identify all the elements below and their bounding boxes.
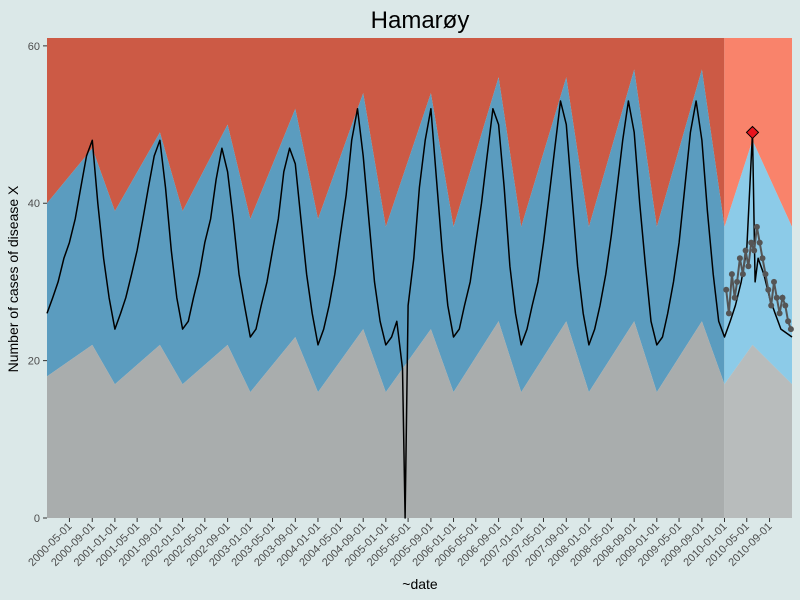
data-point-1-16 <box>768 302 775 309</box>
baseline-high-zone <box>47 38 725 227</box>
data-point-1-12 <box>756 239 763 246</box>
chart-title: Hamarøy <box>371 7 470 34</box>
data-point-1-4 <box>734 278 741 285</box>
y-tick-label-1: 20 <box>28 356 40 368</box>
y-tick-label-0: 0 <box>34 513 40 525</box>
y-tick-label-2: 40 <box>28 198 40 210</box>
current-low-zone <box>724 344 792 518</box>
x-axis: 2000-05-012000-09-012001-01-012001-05-01… <box>26 518 775 569</box>
data-point-1-0 <box>723 286 730 293</box>
data-point-1-23 <box>787 326 794 333</box>
y-tick-label-3: 60 <box>28 41 40 53</box>
data-point-1-21 <box>782 302 789 309</box>
alert-marker-0 <box>745 125 760 140</box>
data-point-1-19 <box>776 310 783 317</box>
data-point-1-22 <box>785 318 792 325</box>
series-line-0 <box>46 100 793 519</box>
data-point-1-8 <box>745 263 752 270</box>
data-point-1-10 <box>751 247 758 254</box>
y-axis: 0 20 40 60 <box>28 41 47 525</box>
data-point-1-14 <box>762 271 769 278</box>
data-point-1-11 <box>753 223 760 230</box>
data-point-1-20 <box>779 294 786 301</box>
data-point-1-18 <box>773 294 780 301</box>
data-point-1-7 <box>742 247 749 254</box>
y-axis-title: Number of cases of disease X <box>5 185 21 372</box>
data-point-1-9 <box>748 239 755 246</box>
data-point-1-5 <box>736 255 743 262</box>
data-point-1-17 <box>771 278 777 285</box>
data-point-1-1 <box>725 310 732 317</box>
data-point-1-13 <box>759 255 766 262</box>
baseline-zones <box>47 38 725 518</box>
data-point-1-2 <box>728 271 735 278</box>
baseline-low-zone <box>47 321 725 518</box>
data-point-1-6 <box>739 271 746 278</box>
plot-area <box>46 38 794 519</box>
data-point-1-15 <box>765 286 772 293</box>
x-axis-title: ~date <box>402 576 438 592</box>
data-point-1-3 <box>731 294 738 301</box>
